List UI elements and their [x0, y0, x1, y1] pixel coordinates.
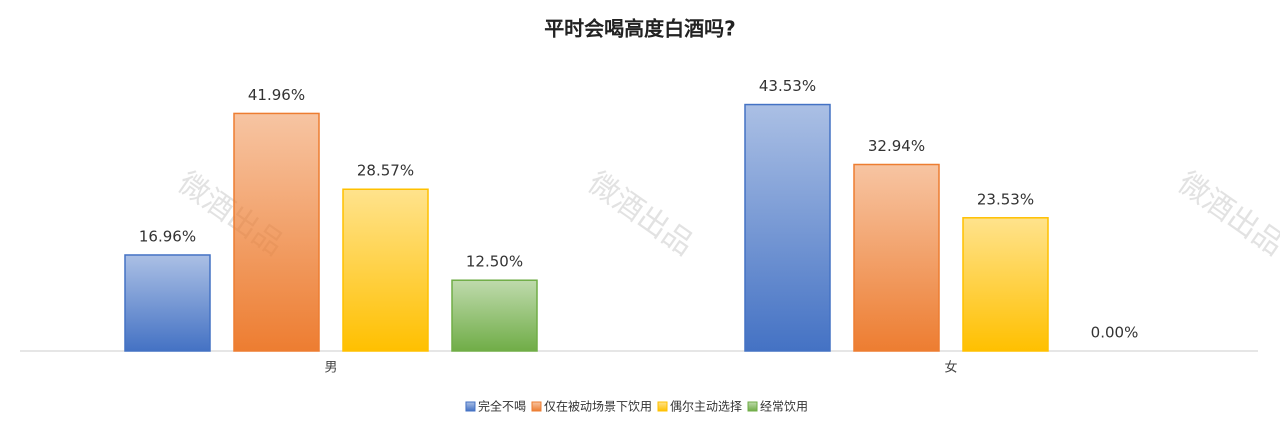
value-label: 41.96% [248, 86, 305, 104]
x-tick-label: 男 [324, 361, 337, 376]
legend-label: 经常饮用 [760, 400, 808, 414]
bar [124, 254, 211, 352]
legend-label: 仅在被动场景下饮用 [544, 400, 652, 414]
bar [233, 112, 320, 352]
legend-swatch [747, 401, 758, 412]
legend: 完全不喝 仅在被动场景下饮用 偶尔主动选择 经常饮用 [465, 399, 808, 414]
legend-label: 完全不喝 [478, 399, 526, 414]
watermark: 微酒出品 [581, 165, 699, 262]
bar [962, 217, 1049, 352]
value-label: 0.00% [1091, 324, 1139, 342]
value-label: 12.50% [466, 253, 523, 271]
legend-label: 偶尔主动选择 [670, 399, 742, 414]
value-label: 16.96% [139, 227, 196, 245]
watermark: 微酒出品 [1171, 165, 1280, 262]
bar [342, 188, 429, 352]
bar [744, 103, 831, 352]
legend-swatch [531, 401, 542, 412]
value-label: 28.57% [357, 162, 414, 180]
legend-swatch [657, 401, 668, 412]
value-label: 32.94% [868, 137, 925, 155]
x-tick-label: 女 [944, 360, 957, 376]
value-label: 43.53% [759, 77, 816, 95]
value-label: 23.53% [977, 190, 1034, 208]
bar [451, 279, 538, 352]
bar [853, 163, 940, 352]
chart-title: 平时会喝高度白酒吗? [544, 17, 736, 41]
legend-swatch [465, 401, 476, 412]
